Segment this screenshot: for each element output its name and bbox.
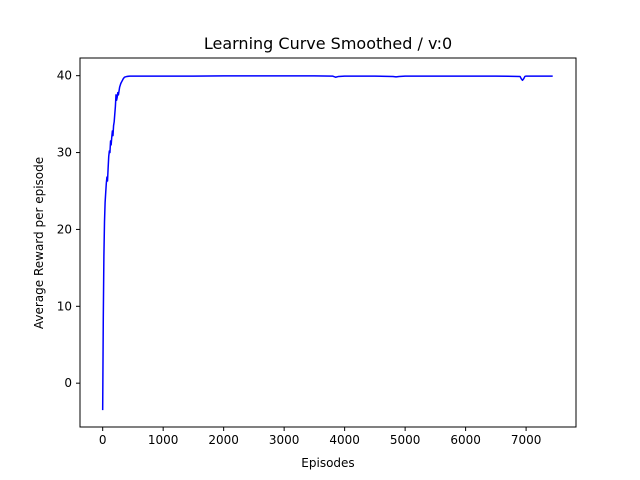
x-tick-label: 0 [99,433,107,447]
y-tick-label: 30 [57,146,72,160]
plot-area: 0 1000 2000 3000 4000 5000 6000 7000 0 10 20 30 40 [57,57,577,447]
x-tick-label: 5000 [390,433,421,447]
y-tick-label: 40 [57,69,72,83]
x-tick-label: 2000 [208,433,239,447]
x-tick-label: 6000 [450,433,481,447]
y-tick-label: 10 [57,299,72,313]
x-axis-label: Episodes [301,456,354,470]
y-tick-label: 0 [64,376,72,390]
x-tick-label: 7000 [511,433,542,447]
y-tick-label: 20 [57,222,72,236]
x-tick-label: 4000 [329,433,360,447]
x-tick-label: 3000 [269,433,300,447]
x-tick-label: 1000 [148,433,179,447]
chart-title: Learning Curve Smoothed / v:0 [204,34,452,53]
series-line-0 [101,75,553,411]
y-axis-label: Average Reward per episode [32,157,46,329]
plot-frame [79,57,577,428]
